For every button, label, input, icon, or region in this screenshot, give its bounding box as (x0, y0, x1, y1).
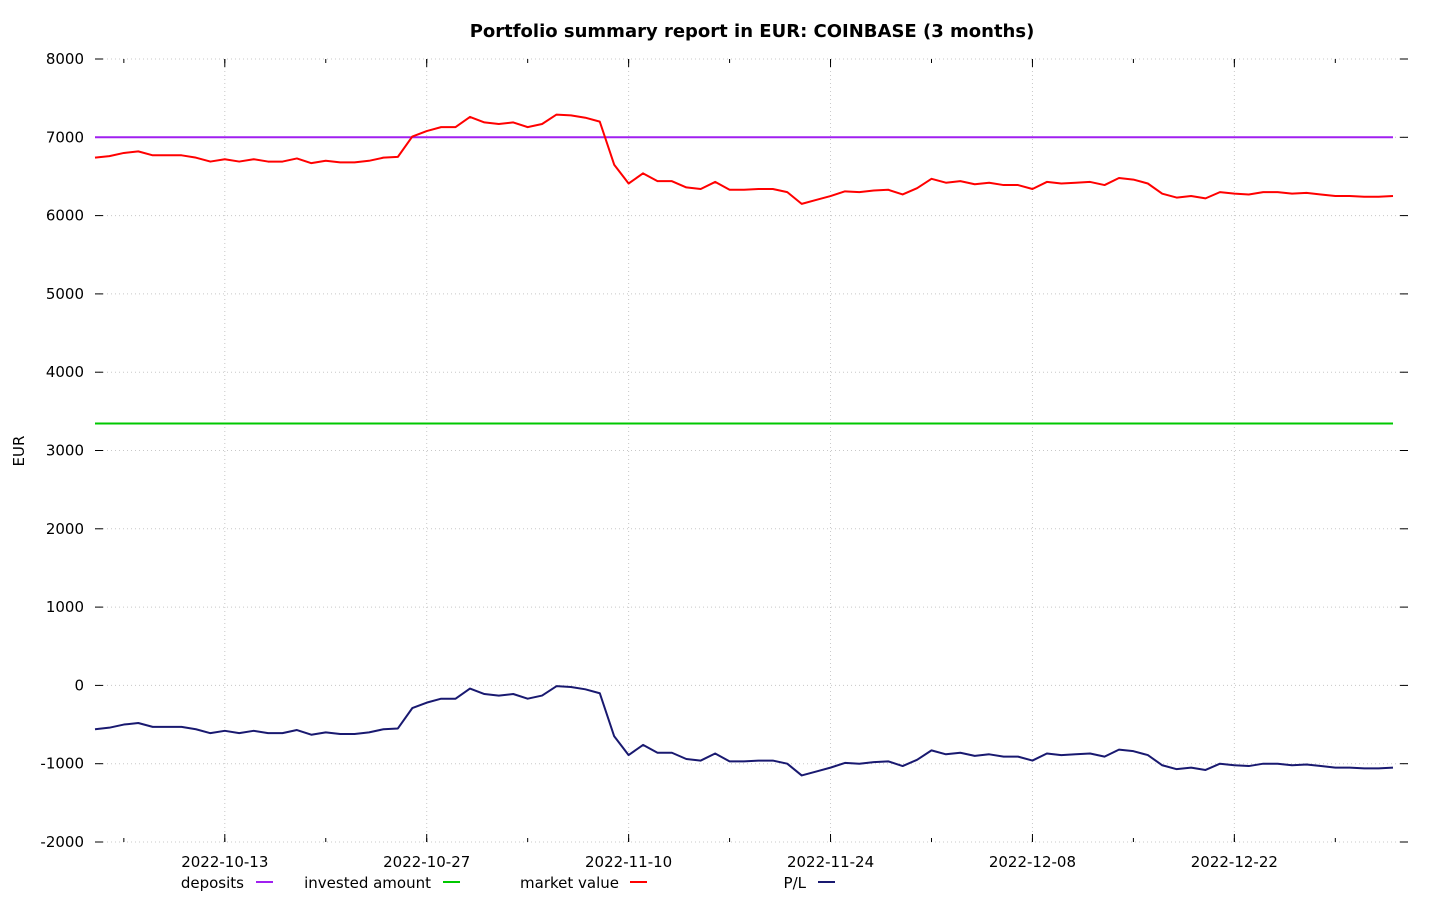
grid-lines (95, 58, 1408, 843)
y-tick-label: 5000 (46, 285, 84, 303)
y-tick-label: 1000 (46, 598, 84, 616)
x-tick-label: 2022-10-27 (383, 853, 470, 871)
series-lines (94, 113, 1394, 777)
series-line-p-l (94, 685, 1394, 777)
y-tick-labels: -2000 -1000 0 1000 2000 3000 4000 5000 6000 7000 8… (40, 50, 84, 851)
y-tick-label: 2000 (46, 520, 84, 538)
x-tick-label: 2022-11-10 (585, 853, 672, 871)
legend-label-deposits: deposits (181, 874, 244, 892)
legend-label-p-l: P/L (784, 874, 807, 892)
x-tick-label: 2022-10-13 (181, 853, 268, 871)
series-line-market-value (94, 113, 1394, 205)
chart-title: Portfolio summary report in EUR: COINBAS… (470, 21, 1035, 42)
y-tick-label: 8000 (46, 50, 84, 68)
y-tick-label: 0 (74, 676, 84, 694)
legend: deposits invested amount market value P/L (181, 874, 835, 892)
y-tick-label: 4000 (46, 363, 84, 381)
y-tick-label: 6000 (46, 207, 84, 225)
y-tick-label: -2000 (40, 833, 84, 851)
y-tick-label: -1000 (40, 755, 84, 773)
x-tick-labels: 2022-10-13 2022-10-27 2022-11-10 2022-11-24… (181, 853, 1278, 871)
y-axis-label: EUR (10, 436, 28, 467)
x-tick-label: 2022-11-24 (787, 853, 874, 871)
y-tick-label: 7000 (46, 128, 84, 146)
x-tick-label: 2022-12-22 (1191, 853, 1278, 871)
legend-label-market-value: market value (520, 874, 619, 892)
y-tick-label: 3000 (46, 442, 84, 460)
x-tick-label: 2022-12-08 (989, 853, 1076, 871)
legend-label-invested-amount: invested amount (304, 874, 431, 892)
